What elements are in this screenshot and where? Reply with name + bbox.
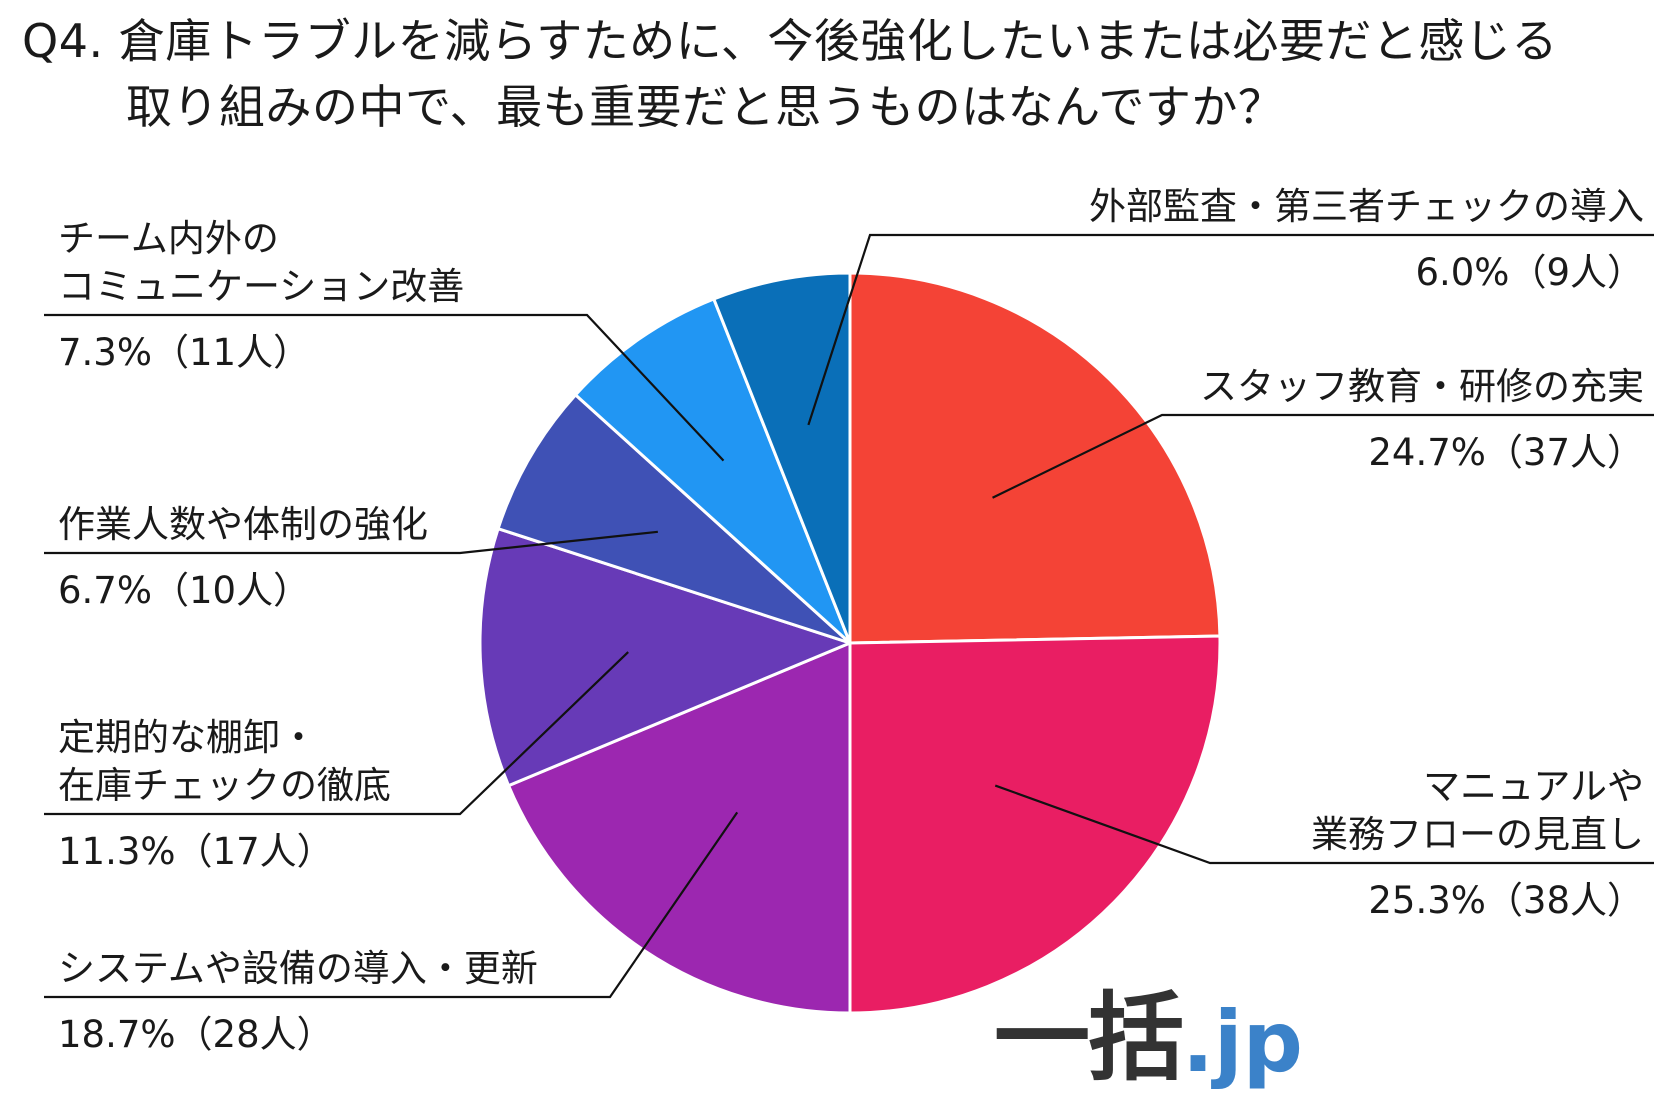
pie-slices [478, 271, 1222, 1015]
slice-label-7-line-1: 外部監査・第三者チェックの導入 [1089, 185, 1644, 228]
leader-line-5 [44, 530, 658, 555]
slice-label-4-line-2: 在庫チェックの徹底 [58, 764, 391, 807]
leader-line-6 [44, 313, 725, 462]
slice-value-5: 6.7%（10人） [58, 569, 310, 612]
slice-value-3: 18.7%（28人） [58, 1013, 334, 1056]
slice-label-3-line-1: システムや設備の導入・更新 [58, 947, 538, 990]
slice-value-4: 11.3%（17人） [58, 830, 334, 873]
slice-value-2: 25.3%（38人） [1368, 879, 1644, 922]
pie-slice-7 [711, 271, 852, 644]
leader-line-7 [807, 233, 1654, 426]
brand-logo: 一括.jp [994, 990, 1303, 1086]
pie-slice-1 [848, 271, 1222, 645]
slice-label-2-line-1: マニュアルや [1423, 765, 1644, 808]
leader-line-4 [44, 651, 629, 816]
pie-slice-6 [573, 297, 852, 645]
slice-value-1: 24.7%（37人） [1368, 431, 1644, 474]
pie-slice-2 [848, 634, 1222, 1015]
slice-label-2-line-2: 業務フローの見直し [1311, 813, 1644, 856]
pie-slice-5 [496, 392, 852, 645]
slice-label-1-line-1: スタッフ教育・研修の充実 [1200, 365, 1644, 408]
slice-value-7: 6.0%（9人） [1415, 251, 1644, 294]
leader-line-2 [994, 784, 1654, 865]
slice-label-4-line-1: 定期的な棚卸・ [58, 716, 317, 759]
brand-logo-tld: .jp [1182, 993, 1303, 1091]
slice-value-6: 7.3%（11人） [58, 331, 310, 374]
slice-label-6-line-1: チーム内外の [58, 217, 279, 260]
leader-line-3 [44, 811, 739, 999]
pie-slice-3 [506, 640, 852, 1015]
slice-label-6-line-2: コミュニケーション改善 [58, 265, 464, 308]
pie-slice-4 [478, 526, 855, 788]
brand-logo-main: 一括 [994, 982, 1184, 1094]
chart-title: Q4. 倉庫トラブルを減らすために、今後強化したいまたは必要だと感じる 取り組み… [22, 8, 1558, 140]
leader-line-1 [992, 413, 1654, 499]
chart-title-line-1: Q4. 倉庫トラブルを減らすために、今後強化したいまたは必要だと感じる [22, 14, 1558, 68]
slice-label-5-line-1: 作業人数や体制の強化 [58, 503, 428, 546]
chart-title-line-2: 取り組みの中で、最も重要だと思うものはなんですか？ [126, 80, 1285, 134]
